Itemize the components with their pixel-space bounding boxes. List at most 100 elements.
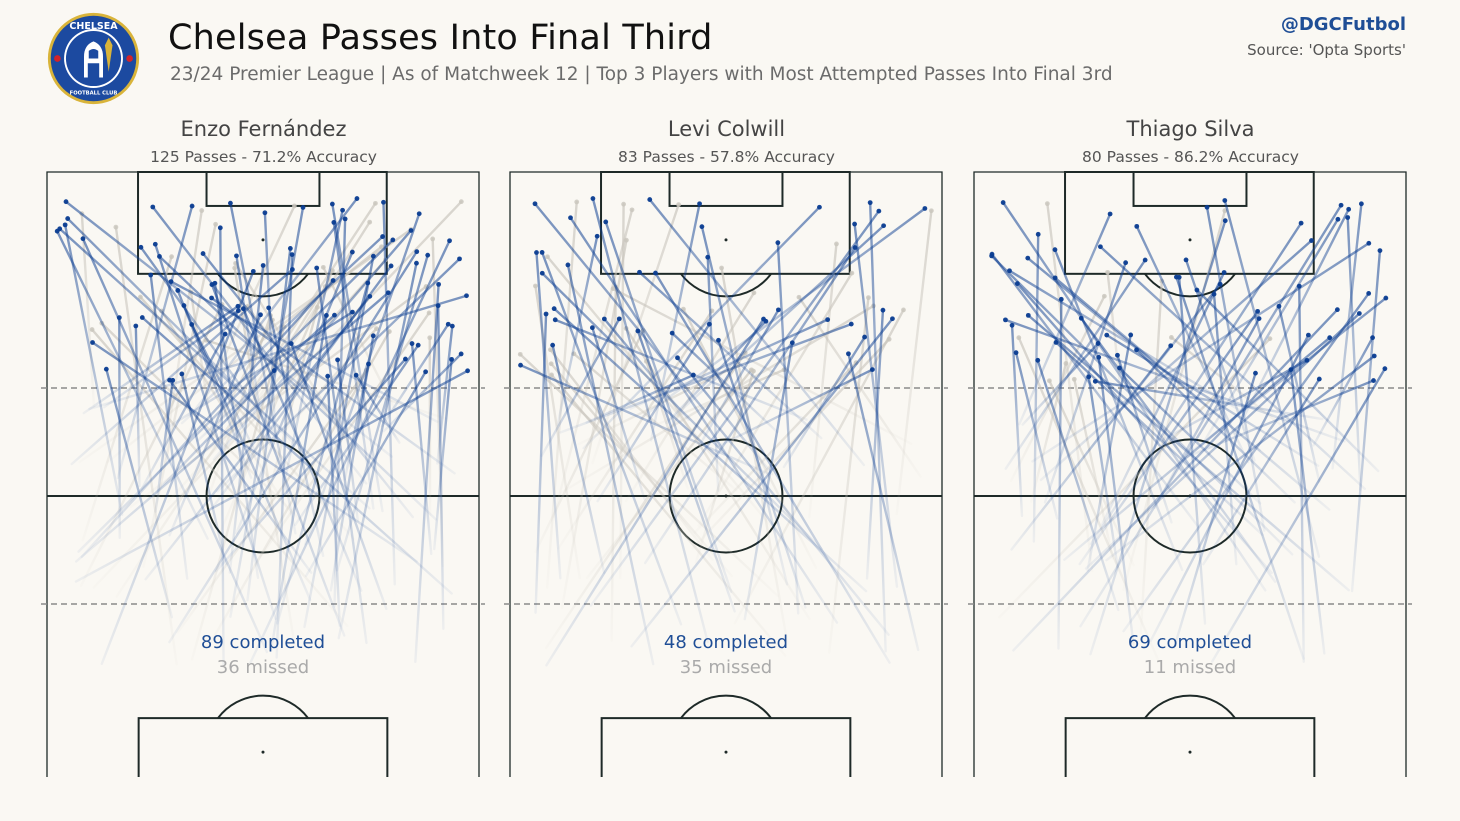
completed-pass (77, 238, 395, 553)
missed-pass-end (169, 254, 174, 260)
completed-pass-end (409, 341, 415, 346)
completed-pass-end (543, 311, 549, 317)
completed-pass (304, 370, 427, 578)
completed-pass-end (1309, 238, 1314, 243)
completed-pass-end (388, 263, 394, 269)
missed-pass-end (834, 241, 839, 247)
completed-pass-end (1383, 295, 1389, 301)
completed-pass (604, 220, 733, 594)
twitter-handle[interactable]: @DGCFutbol (1280, 14, 1406, 35)
completed-pass-end (175, 288, 181, 293)
penalty-area-bottom (1064, 717, 1316, 777)
completed-pass (1078, 310, 1259, 566)
pitch-panel-3: 69 completed 11 missed (968, 171, 1412, 777)
completed-pass (303, 254, 375, 629)
completed-pass (649, 202, 701, 442)
completed-pass (70, 268, 294, 466)
penalty-area-bottom (600, 717, 852, 777)
completed-pass-end (1222, 218, 1228, 224)
missed-pass-end (901, 307, 906, 313)
missed-pass (114, 225, 178, 666)
completed-pass-end (890, 316, 895, 322)
missed-pass (550, 362, 734, 578)
completed-pass-end (1052, 247, 1058, 253)
completed-pass (776, 241, 800, 615)
completed-pass (1018, 212, 1112, 426)
completed-pass (1223, 199, 1321, 558)
missed-pass (557, 309, 714, 550)
passes-layer (989, 198, 1389, 663)
missed-pass-end (1044, 201, 1050, 207)
completed-pass-end (342, 216, 348, 222)
completed-pass (519, 363, 769, 475)
completed-pass-end (761, 316, 766, 322)
missed-pass-end (866, 295, 871, 301)
six-yard-box-top (1132, 171, 1248, 207)
completed-pass-end (647, 197, 653, 202)
completed-pass-end (416, 211, 422, 217)
completed-pass-end (370, 253, 376, 259)
missed-pass-end (1101, 293, 1107, 299)
completed-pass-end (189, 203, 195, 209)
completed-pass-end (1366, 290, 1372, 296)
missed-pass-end (367, 219, 373, 225)
completed-pass-end (1334, 307, 1340, 313)
completed-pass (304, 212, 421, 546)
completed-pass (235, 250, 354, 535)
completed-pass-end (589, 325, 595, 331)
pitch-panel-1: 89 completed 36 missed (41, 171, 485, 777)
completed-pass (151, 369, 276, 497)
completed-pass-end (380, 234, 385, 239)
completed-pass-end (464, 293, 469, 299)
missed-pass (720, 266, 789, 645)
completed-pass (1234, 208, 1350, 435)
completed-pass (700, 225, 789, 586)
penalty-spot-top (1188, 238, 1192, 242)
completed-pass (149, 273, 189, 580)
completed-pass (228, 264, 265, 574)
penalty-spot-top (724, 238, 728, 242)
completed-pass-end (325, 373, 331, 379)
missed-pass-end (430, 236, 436, 242)
missed-pass-end (886, 336, 892, 342)
completed-pass (1118, 283, 1222, 414)
completed-pass-end (103, 366, 109, 372)
completed-pass-end (518, 362, 523, 368)
penalty-spot-bottom (261, 750, 265, 754)
missed-pass-end (719, 265, 724, 271)
completed-pass (269, 314, 328, 652)
completed-pass-end (1316, 376, 1322, 382)
completed-pass-end (1327, 335, 1333, 341)
panel-title-1: Enzo Fernández (180, 117, 347, 141)
completed-pass-end (1255, 308, 1260, 314)
missed-pass (808, 242, 838, 519)
completed-pass-end (1035, 357, 1041, 363)
svg-text:FOOTBALL CLUB: FOOTBALL CLUB (70, 91, 118, 97)
completed-pass-end (234, 253, 239, 259)
completed-pass-end (367, 293, 373, 299)
missed-pass-end (548, 361, 554, 367)
completed-pass (643, 246, 857, 565)
completed-count: 48 completed (664, 632, 788, 653)
completed-pass-end (869, 367, 875, 372)
completed-pass (673, 224, 885, 417)
completed-pass-end (1335, 216, 1341, 222)
completed-pass (410, 342, 433, 556)
completed-pass-end (1356, 311, 1362, 316)
missed-pass-end (928, 208, 934, 214)
completed-pass-end (1128, 332, 1134, 338)
completed-pass-end (414, 260, 419, 266)
completed-pass-end (867, 200, 873, 206)
completed-pass-end (616, 316, 622, 322)
completed-pass-end (250, 268, 256, 274)
completed-pass (1105, 354, 1376, 562)
penalty-area-top (600, 171, 851, 275)
completed-pass-end (1104, 332, 1110, 338)
completed-pass-end (423, 369, 429, 375)
completed-pass (242, 307, 363, 592)
completed-pass (1080, 317, 1277, 583)
completed-pass-end (54, 228, 60, 234)
missed-pass (189, 290, 215, 446)
missed-pass-end (751, 368, 756, 374)
completed-pass-end (228, 200, 233, 206)
